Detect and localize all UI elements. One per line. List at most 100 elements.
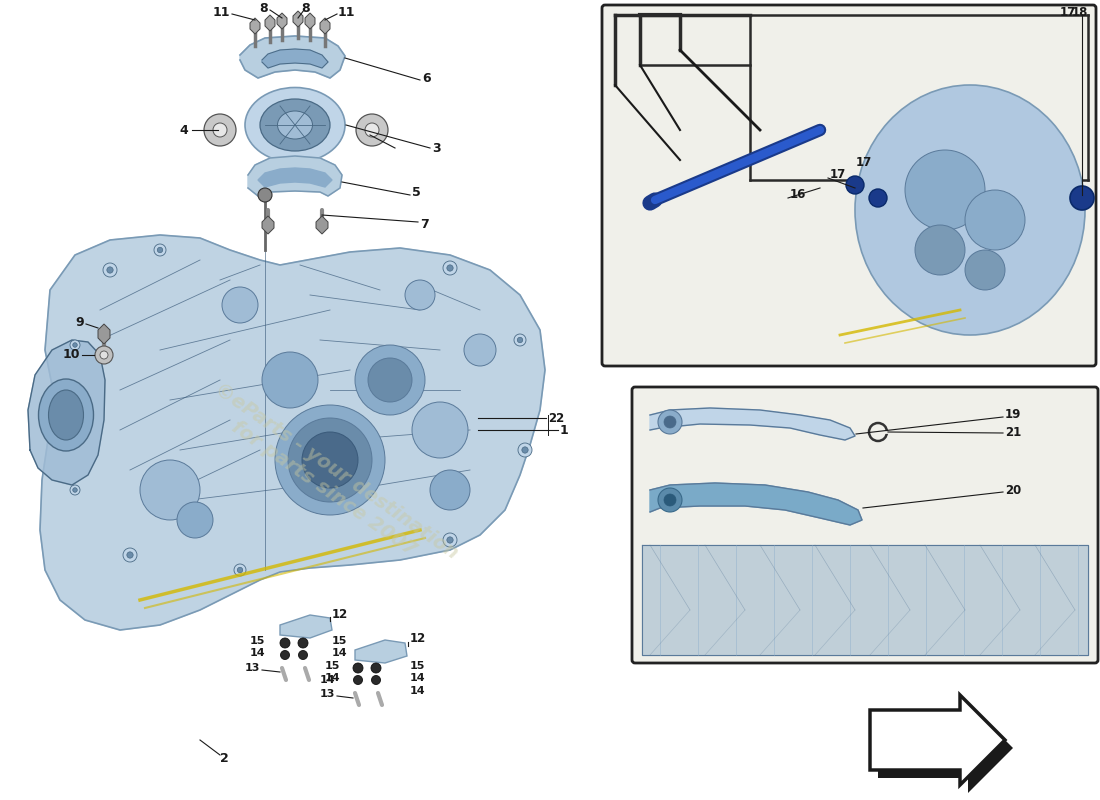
Circle shape [658, 488, 682, 512]
Text: 8: 8 [260, 2, 268, 14]
Circle shape [73, 488, 77, 492]
Text: 22: 22 [548, 411, 564, 425]
Circle shape [126, 552, 133, 558]
Text: 5: 5 [412, 186, 420, 199]
Circle shape [356, 114, 388, 146]
Polygon shape [320, 18, 330, 34]
Circle shape [222, 287, 258, 323]
Text: 7: 7 [420, 218, 429, 231]
Text: 15: 15 [250, 636, 265, 646]
Circle shape [70, 340, 80, 350]
Text: 13: 13 [244, 663, 260, 673]
Circle shape [213, 123, 227, 137]
Circle shape [302, 432, 358, 488]
Polygon shape [40, 235, 544, 630]
Circle shape [517, 338, 522, 342]
Polygon shape [305, 13, 315, 29]
Circle shape [355, 345, 425, 415]
Circle shape [658, 410, 682, 434]
Circle shape [368, 358, 412, 402]
Circle shape [518, 443, 532, 457]
Polygon shape [262, 49, 328, 68]
Text: 13: 13 [320, 689, 336, 699]
Polygon shape [250, 18, 260, 34]
Text: 10: 10 [63, 349, 80, 362]
Circle shape [258, 188, 272, 202]
Text: 12: 12 [332, 607, 349, 621]
Circle shape [262, 352, 318, 408]
Circle shape [464, 334, 496, 366]
Circle shape [514, 334, 526, 346]
Circle shape [443, 533, 456, 547]
Polygon shape [280, 615, 332, 638]
Circle shape [353, 675, 363, 685]
Circle shape [100, 351, 108, 359]
Text: 14: 14 [332, 648, 348, 658]
Circle shape [234, 564, 246, 576]
Text: 16: 16 [790, 189, 806, 202]
Circle shape [965, 250, 1005, 290]
Circle shape [95, 346, 113, 364]
Text: 12: 12 [410, 633, 427, 646]
Circle shape [1070, 186, 1094, 210]
Circle shape [447, 265, 453, 271]
Text: 2: 2 [220, 751, 229, 765]
Circle shape [405, 280, 435, 310]
Circle shape [154, 244, 166, 256]
Polygon shape [28, 340, 105, 485]
Text: 17: 17 [830, 169, 846, 182]
Text: 18: 18 [1072, 6, 1088, 18]
Text: ©eParts - your destination
for parts since 2007: ©eParts - your destination for parts sin… [198, 379, 462, 581]
Circle shape [204, 114, 236, 146]
FancyBboxPatch shape [632, 387, 1098, 663]
Circle shape [238, 567, 243, 573]
Text: 11: 11 [212, 6, 230, 18]
Circle shape [107, 267, 113, 273]
Circle shape [905, 150, 984, 230]
Polygon shape [277, 13, 287, 29]
Circle shape [869, 189, 887, 207]
Text: 20: 20 [1005, 483, 1021, 497]
Circle shape [915, 225, 965, 275]
Ellipse shape [48, 390, 84, 440]
Polygon shape [258, 168, 332, 187]
Text: 4: 4 [179, 123, 188, 137]
Circle shape [70, 485, 80, 495]
Polygon shape [265, 15, 275, 31]
Circle shape [664, 494, 676, 506]
Circle shape [140, 460, 200, 520]
Circle shape [280, 638, 290, 648]
Circle shape [371, 663, 381, 673]
Text: 9: 9 [76, 315, 84, 329]
Circle shape [365, 123, 380, 137]
Ellipse shape [245, 87, 345, 162]
Text: 14: 14 [410, 686, 426, 696]
Polygon shape [650, 483, 862, 525]
Polygon shape [316, 216, 328, 234]
Text: 21: 21 [1005, 426, 1021, 438]
Text: 17: 17 [1060, 6, 1076, 18]
Polygon shape [240, 36, 345, 78]
Polygon shape [870, 695, 1005, 785]
Circle shape [353, 663, 363, 673]
Text: 14: 14 [250, 648, 265, 658]
Circle shape [177, 502, 213, 538]
Text: 8: 8 [301, 2, 310, 14]
Text: 15: 15 [324, 661, 340, 671]
Circle shape [430, 470, 470, 510]
Circle shape [447, 537, 453, 543]
Circle shape [123, 548, 138, 562]
Circle shape [965, 190, 1025, 250]
Polygon shape [878, 703, 1013, 793]
Circle shape [664, 416, 676, 428]
Text: 3: 3 [432, 142, 441, 154]
Text: 11: 11 [338, 6, 355, 18]
FancyBboxPatch shape [602, 5, 1096, 366]
Text: 14: 14 [319, 675, 336, 685]
Polygon shape [248, 156, 342, 196]
Text: 15: 15 [332, 636, 348, 646]
Text: 17: 17 [856, 155, 872, 169]
Polygon shape [650, 408, 855, 440]
Ellipse shape [260, 99, 330, 151]
Circle shape [157, 247, 163, 253]
